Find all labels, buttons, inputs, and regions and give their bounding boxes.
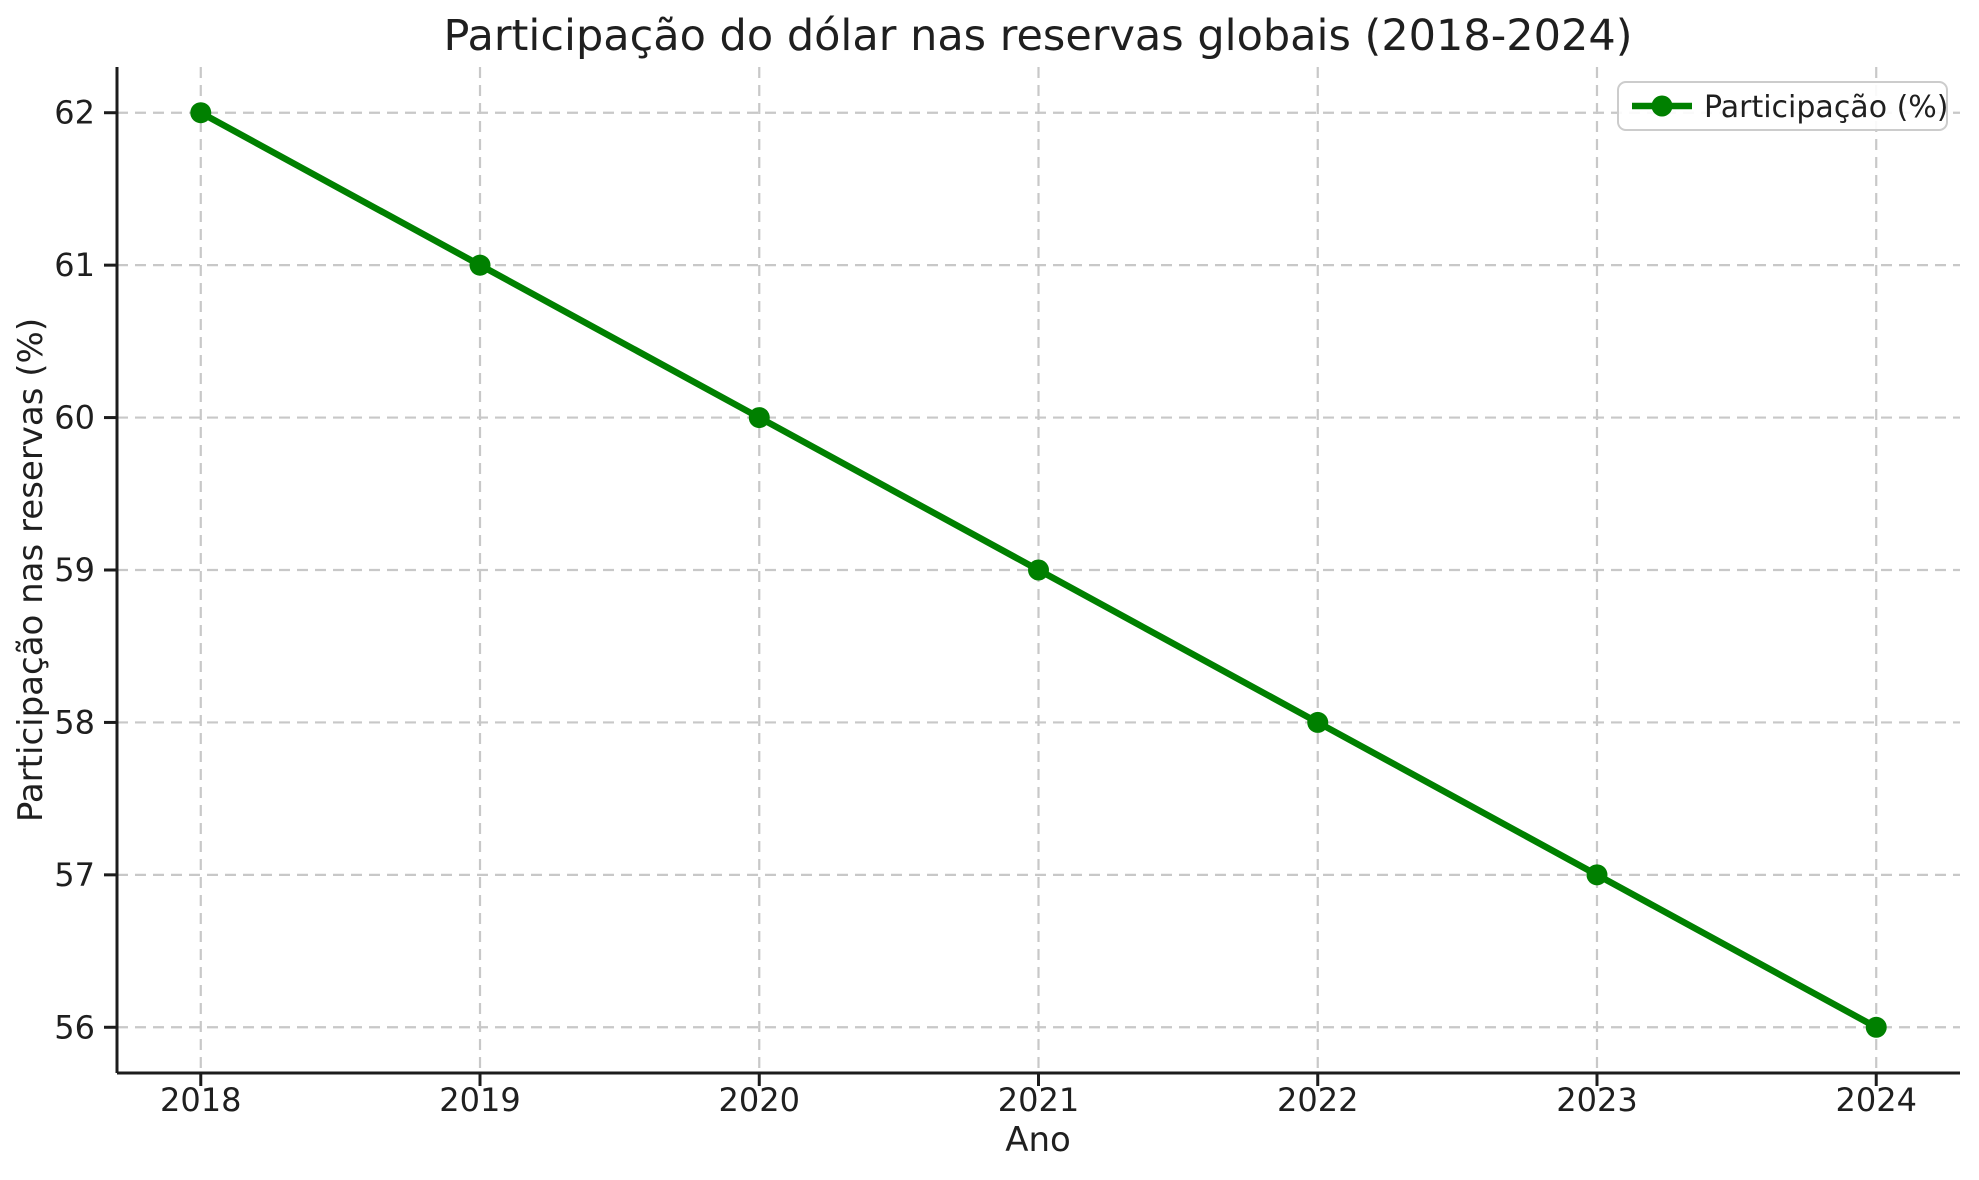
legend-box	[1617, 81, 1948, 131]
data-point	[1028, 559, 1049, 581]
y-tick-label: 56	[54, 1008, 95, 1046]
legend-label: Participação (%)	[1704, 90, 1949, 125]
x-tick-label: 2023	[1556, 1081, 1637, 1119]
grid	[117, 67, 1960, 1073]
x-tick-label: 2018	[160, 1081, 241, 1119]
data-point	[1586, 864, 1608, 886]
x-tick-label: 2019	[439, 1081, 520, 1119]
x-axis-label: Ano	[1005, 1120, 1071, 1160]
x-tick-label: 2021	[998, 1081, 1079, 1119]
data-point	[748, 407, 770, 429]
y-tick-label: 58	[54, 703, 95, 741]
x-tick-label: 2024	[1836, 1081, 1917, 1119]
legend-marker-icon	[1651, 95, 1673, 117]
data-point	[1307, 711, 1329, 733]
y-tick-label: 60	[54, 399, 95, 437]
y-tick-label: 62	[54, 94, 95, 132]
y-axis-label: Participação nas reservas (%)	[11, 318, 51, 822]
y-tick-label: 57	[54, 856, 95, 894]
data-point	[469, 254, 491, 276]
data-series	[190, 102, 1887, 1038]
axis-ticks: 2018 2019 2020 2021 2022 2023 2024 56 57 58 59 60 61…	[54, 94, 1917, 1119]
chart-title: Participação do dólar nas reservas globa…	[444, 11, 1633, 61]
data-point	[1865, 1016, 1887, 1038]
y-tick-label: 61	[54, 246, 95, 284]
data-point	[190, 102, 212, 124]
x-tick-label: 2020	[719, 1081, 800, 1119]
legend: Participação (%)	[1617, 81, 1949, 131]
y-tick-label: 59	[54, 551, 95, 589]
x-tick-label: 2022	[1277, 1081, 1358, 1119]
